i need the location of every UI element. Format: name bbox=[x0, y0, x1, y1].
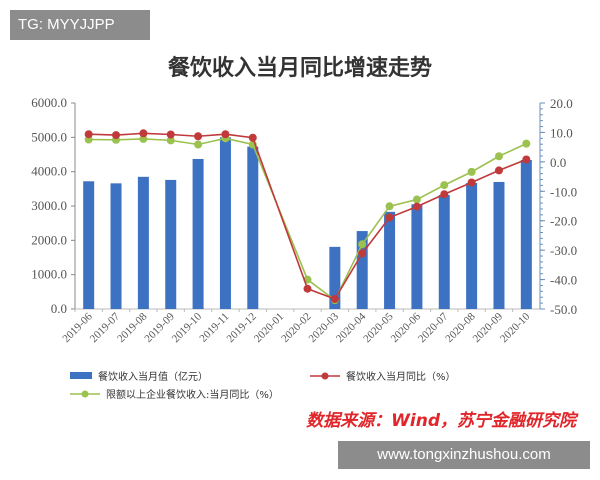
series-point bbox=[84, 130, 93, 139]
left-tick-label: 6000.0 bbox=[31, 95, 67, 110]
left-tick-label: 3000.0 bbox=[31, 198, 67, 213]
series-line bbox=[88, 132, 527, 300]
series-point bbox=[385, 213, 394, 222]
left-tick-label: 2000.0 bbox=[31, 232, 67, 247]
x-tick-label: 2019-12 bbox=[224, 311, 258, 345]
x-tick-label: 2020-10 bbox=[498, 310, 533, 345]
bar bbox=[520, 159, 532, 309]
bar bbox=[411, 204, 423, 309]
right-tick-label: 20.0 bbox=[550, 96, 573, 111]
right-tick-label: 10.0 bbox=[550, 125, 573, 140]
right-tick-label: -30.0 bbox=[550, 243, 577, 258]
bar bbox=[83, 181, 95, 309]
bar bbox=[329, 246, 341, 309]
chart-title: 餐饮收入当月同比增速走势 bbox=[167, 56, 432, 81]
series-point bbox=[412, 195, 421, 204]
legend-label: 限额以上企业餐饮收入:当月同比（%） bbox=[106, 388, 279, 401]
legend-label: 餐饮收入当月同比（%） bbox=[346, 370, 456, 383]
series-point bbox=[194, 140, 203, 149]
x-tick-label: 2019-10 bbox=[170, 310, 205, 345]
bar bbox=[192, 158, 204, 309]
legend-swatch-bar bbox=[70, 372, 92, 379]
series-point bbox=[494, 166, 503, 175]
series-point bbox=[139, 129, 148, 138]
series-point bbox=[112, 131, 121, 140]
right-tick-label: 0.0 bbox=[550, 155, 566, 170]
bar bbox=[137, 176, 149, 309]
series-point bbox=[385, 202, 394, 211]
bar bbox=[384, 211, 396, 309]
bar bbox=[247, 146, 259, 309]
series-point bbox=[166, 136, 175, 145]
bar bbox=[219, 137, 231, 309]
series-point bbox=[522, 139, 531, 148]
series-point bbox=[440, 181, 449, 190]
footer-site-label: www.tongxinzhushou.com bbox=[338, 441, 590, 469]
bar bbox=[356, 231, 368, 309]
watermark-label: TG: MYYJJPP bbox=[10, 10, 150, 40]
right-tick-label: -40.0 bbox=[550, 273, 577, 288]
right-tick-label: -50.0 bbox=[550, 302, 577, 317]
series-point bbox=[522, 155, 531, 164]
series-point bbox=[303, 284, 312, 293]
right-tick-label: -10.0 bbox=[550, 184, 577, 199]
bar bbox=[466, 182, 478, 309]
series-point bbox=[221, 130, 230, 139]
series-point bbox=[248, 133, 257, 142]
x-tick-label: 2020-01 bbox=[252, 311, 286, 345]
series-point bbox=[412, 202, 421, 211]
left-tick-label: 1000.0 bbox=[31, 267, 67, 282]
bar bbox=[165, 179, 177, 309]
right-tick-label: -20.0 bbox=[550, 214, 577, 229]
series-point bbox=[166, 130, 175, 139]
legend-swatch-marker bbox=[81, 390, 89, 398]
series-point bbox=[494, 152, 503, 161]
left-tick-label: 0.0 bbox=[51, 301, 67, 316]
series-point bbox=[330, 294, 339, 303]
bar bbox=[438, 195, 450, 309]
series-point bbox=[358, 240, 367, 249]
bar bbox=[110, 183, 122, 309]
series-point bbox=[467, 178, 476, 187]
series-point bbox=[467, 167, 476, 176]
bar bbox=[493, 181, 505, 309]
legend-swatch-marker bbox=[321, 372, 329, 380]
left-tick-label: 5000.0 bbox=[31, 129, 67, 144]
x-tick-label: 2020-02 bbox=[279, 311, 313, 345]
series-point bbox=[139, 134, 148, 143]
series-point bbox=[440, 190, 449, 199]
left-tick-label: 4000.0 bbox=[31, 164, 67, 179]
series-point bbox=[358, 249, 367, 258]
series-point bbox=[194, 132, 203, 141]
source-note: 数据来源：Wind，苏宁金融研究院 bbox=[306, 411, 576, 431]
series-line bbox=[88, 137, 527, 302]
legend-label: 餐饮收入当月值（亿元） bbox=[98, 370, 208, 383]
